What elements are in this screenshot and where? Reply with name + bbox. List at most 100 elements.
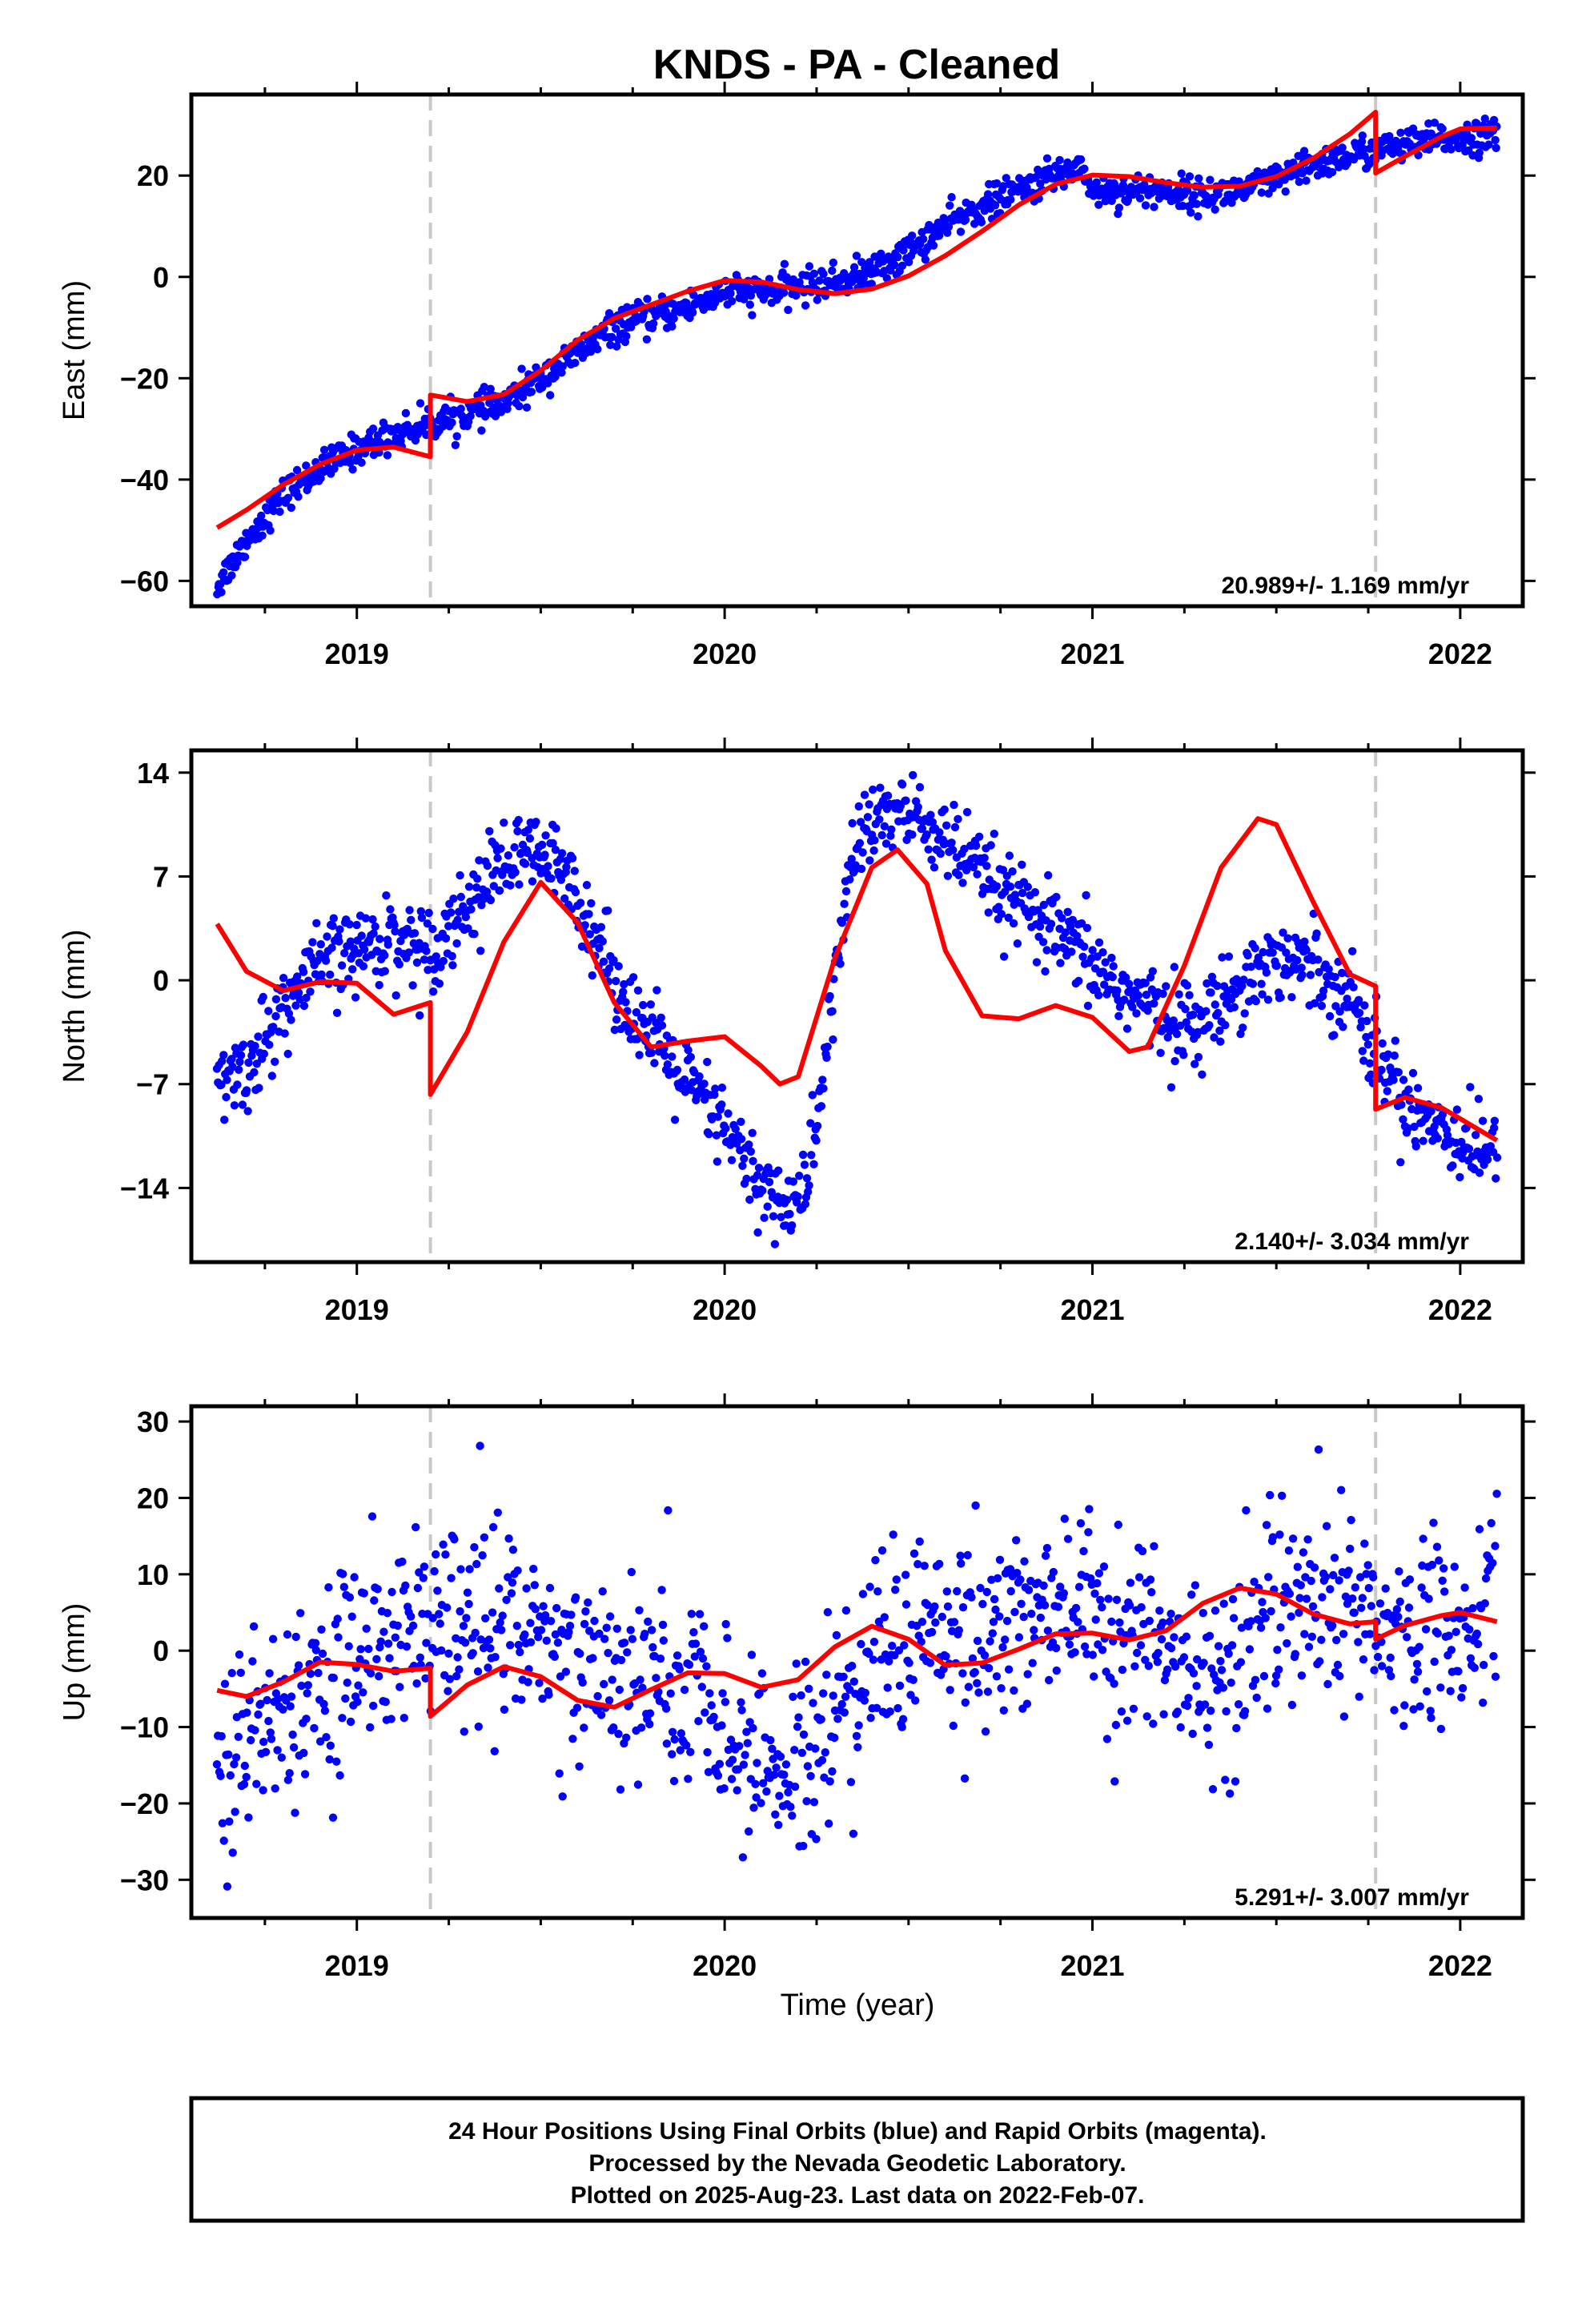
observation-point	[236, 1668, 245, 1677]
observation-point	[1149, 1719, 1158, 1728]
observation-point	[459, 1622, 468, 1630]
observation-point	[1281, 187, 1290, 196]
observation-point	[961, 215, 970, 224]
observation-point	[620, 1638, 629, 1647]
observation-point	[1252, 1693, 1261, 1703]
observation-point	[470, 1542, 479, 1552]
observation-point	[1039, 900, 1049, 910]
observation-point	[1004, 1665, 1014, 1674]
observation-point	[638, 1683, 647, 1692]
observation-point	[1303, 1535, 1312, 1544]
observation-point	[302, 461, 311, 470]
y-tick-label: 14	[137, 757, 169, 790]
observation-point	[860, 1696, 869, 1705]
observation-point	[300, 1770, 310, 1779]
observation-point	[709, 1712, 718, 1722]
observation-point	[1198, 1070, 1207, 1080]
observation-point	[1006, 1586, 1015, 1596]
observation-point	[1134, 1573, 1144, 1582]
observation-point	[803, 1762, 813, 1771]
observation-point	[1488, 1558, 1497, 1568]
observation-point	[480, 1533, 489, 1542]
observation-point	[453, 1653, 462, 1662]
observation-point	[1150, 203, 1158, 211]
observation-point	[534, 1633, 543, 1642]
observation-point	[279, 1705, 287, 1714]
observation-point	[449, 895, 458, 903]
observation-point	[1257, 979, 1266, 988]
observation-point	[1239, 1023, 1247, 1032]
observation-point	[1077, 919, 1086, 928]
observation-point	[1427, 1714, 1435, 1723]
observation-point	[860, 790, 869, 799]
observation-point	[1363, 1016, 1371, 1026]
observation-point	[1041, 967, 1050, 976]
observation-point	[702, 1662, 711, 1671]
observation-point	[477, 426, 486, 435]
observation-point	[819, 1084, 828, 1093]
observation-point	[804, 1188, 813, 1196]
observation-point	[1489, 1651, 1498, 1661]
observation-point	[822, 1671, 831, 1679]
observation-point	[737, 1135, 746, 1144]
observation-point	[596, 1711, 606, 1719]
observation-point	[691, 1639, 701, 1648]
observation-point	[267, 1735, 276, 1743]
observation-point	[668, 1727, 677, 1736]
observation-point	[402, 1642, 412, 1651]
observation-point	[889, 1530, 897, 1539]
observation-point	[1394, 1612, 1403, 1622]
observation-point	[828, 266, 837, 275]
observation-point	[971, 1501, 980, 1510]
observation-point	[1144, 1662, 1154, 1671]
observation-point	[1239, 975, 1248, 984]
observation-point	[849, 1829, 858, 1838]
observation-point	[310, 1723, 319, 1733]
observation-point	[1276, 1623, 1285, 1632]
observation-point	[526, 1618, 535, 1627]
observation-point	[1456, 1172, 1464, 1182]
observation-point	[497, 1626, 506, 1634]
observation-point	[1480, 1660, 1488, 1670]
observation-point	[1450, 1562, 1460, 1571]
observation-point	[571, 359, 580, 368]
observation-point	[242, 1086, 251, 1095]
observation-point	[1323, 1679, 1332, 1689]
observation-point	[1034, 165, 1042, 175]
observation-point	[461, 1638, 470, 1647]
observation-point	[775, 1791, 784, 1800]
observation-point	[1219, 1683, 1228, 1692]
observation-point	[785, 1209, 794, 1219]
observation-point	[1304, 1642, 1314, 1651]
observation-point	[668, 1750, 677, 1759]
observation-point	[1283, 1638, 1291, 1648]
observation-point	[915, 1537, 924, 1546]
observation-point	[1335, 163, 1343, 171]
observation-point	[354, 1681, 363, 1690]
observation-point	[1074, 1618, 1082, 1626]
observation-point	[1146, 1575, 1155, 1584]
observation-point	[1250, 1578, 1259, 1586]
observation-point	[1404, 1603, 1414, 1612]
observation-point	[428, 924, 437, 934]
observation-point	[461, 913, 470, 922]
observation-point	[1355, 1573, 1365, 1582]
observation-point	[242, 1772, 251, 1782]
observation-point	[219, 568, 228, 577]
observation-point	[1206, 175, 1215, 184]
observation-point	[1046, 919, 1056, 928]
observation-point	[825, 1777, 834, 1786]
observation-point	[443, 1603, 452, 1612]
observation-point	[1295, 1594, 1304, 1602]
y-tick-label: −20	[120, 362, 169, 395]
observation-point	[788, 1221, 797, 1230]
observation-point	[1030, 1626, 1038, 1634]
observation-point	[1063, 1534, 1073, 1543]
observation-point	[424, 966, 432, 975]
observation-point	[899, 246, 908, 255]
observation-point	[897, 261, 907, 270]
observation-point	[994, 903, 1003, 911]
observation-point	[974, 1688, 983, 1697]
observation-point	[1433, 1629, 1443, 1638]
observation-point	[1098, 1602, 1106, 1612]
